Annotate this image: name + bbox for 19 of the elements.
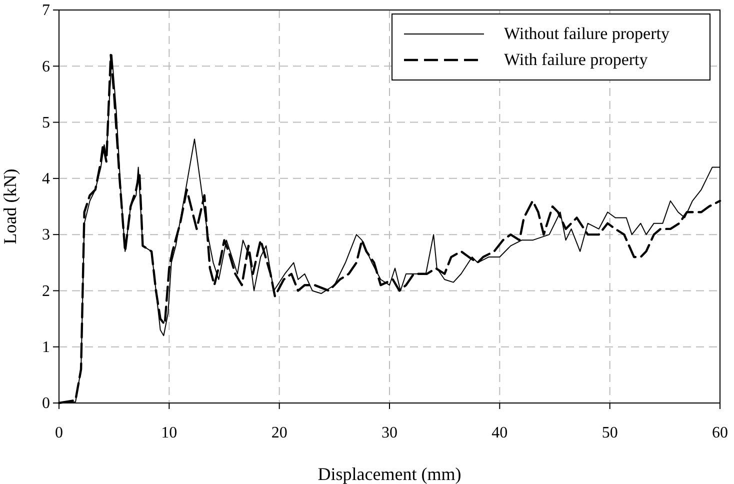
x-tick-label: 60 [712, 424, 728, 442]
legend-label: With failure property [504, 50, 648, 69]
y-tick-label: 4 [42, 170, 50, 188]
legend-label: Without failure property [504, 24, 670, 43]
x-tick-label: 10 [161, 424, 178, 442]
y-tick-label: 1 [42, 338, 50, 356]
y-tick-label: 7 [42, 2, 50, 20]
x-tick-label: 40 [492, 424, 508, 442]
x-tick-label: 20 [271, 424, 288, 442]
x-tick-label: 30 [382, 424, 398, 442]
x-tick-label: 50 [602, 424, 618, 442]
y-tick-label: 0 [42, 395, 50, 412]
x-tick-label: 0 [55, 424, 63, 442]
y-axis-title: Load (kN) [0, 168, 20, 244]
x-axis-title: Displacement (mm) [318, 464, 462, 484]
y-tick-label: 6 [42, 58, 50, 76]
y-tick-label: 3 [42, 226, 50, 244]
y-tick-label: 2 [42, 282, 50, 300]
y-tick-label: 5 [42, 114, 50, 132]
